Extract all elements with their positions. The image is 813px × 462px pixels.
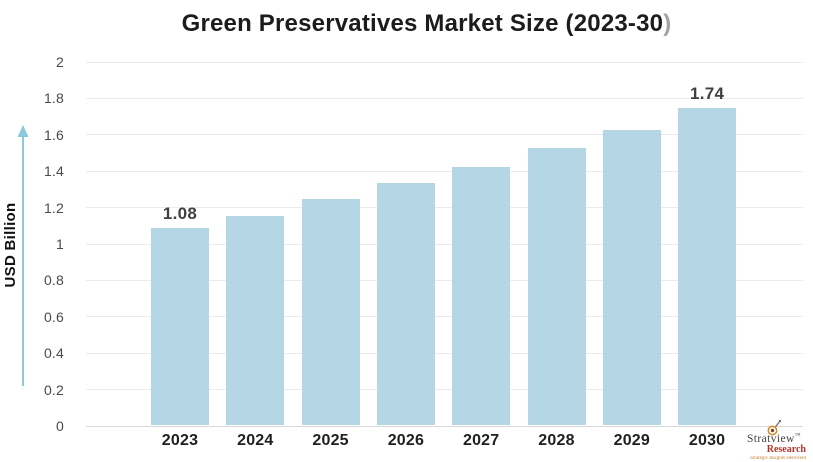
bar-2028 [527,148,586,425]
y-tick-label: 2 [56,54,64,70]
plot-area [86,61,803,427]
y-tick-label: 0.2 [43,381,64,398]
y-tick-label: 0 [56,418,64,434]
logo-division-text: Research [766,444,806,456]
gridline [86,97,803,99]
trademark-symbol: ™ [794,433,801,440]
stratview-logo: Stratview™ Research Strategic Insights D… [738,419,810,461]
y-tick-label: 1.2 [43,199,64,216]
bar-2024 [226,215,285,425]
y-tick-label: 0.6 [43,308,64,325]
gridline [86,389,803,391]
logo-tagline-text: Strategic Insights Delivered [750,455,806,461]
x-tick-label-2023: 2023 [161,432,199,449]
y-tick-label: 0.4 [43,345,64,362]
bar-value-label-2023: 1.08 [162,204,198,224]
chart-title: Green Preservatives Market Size (2023-30… [40,10,813,38]
bar-2027 [452,166,511,425]
x-tick-label-2027: 2027 [462,432,500,449]
y-tick-label: 1.8 [43,90,64,107]
y-tick-label: 1 [56,236,64,252]
y-tick-label: 0.8 [43,272,64,289]
y-tick-label: 1.6 [43,126,64,143]
bar-2023 [151,228,209,425]
gridline [86,61,803,63]
chart-title-text: Green Preservatives Market Size (2023-30 [181,10,664,37]
gridline [86,316,803,318]
bar-2030 [678,108,737,425]
gridline [86,425,803,427]
up-arrow-icon [17,125,29,386]
gridline [86,352,803,354]
x-tick-label-2026: 2026 [387,432,425,449]
gridline [86,170,803,172]
x-tick-label-2025: 2025 [312,432,349,449]
x-tick-label-2029: 2029 [613,432,650,449]
y-tick-label: 1.4 [43,163,64,180]
gridline [86,243,803,245]
gridline [86,279,803,281]
chart-title-paren: ) [663,10,672,37]
bar-2025 [301,199,360,425]
x-tick-label-2028: 2028 [538,432,575,449]
bar-2029 [602,130,661,425]
x-tick-label-2024: 2024 [237,432,274,449]
logo-brand-text: Stratview™ [747,433,801,446]
gridline [86,134,803,136]
magnifier-icon [767,420,781,436]
bar-value-label-2030: 1.74 [689,84,725,104]
x-tick-label-2030: 2030 [688,432,726,449]
bar-2026 [376,182,435,425]
gridline [86,207,803,209]
